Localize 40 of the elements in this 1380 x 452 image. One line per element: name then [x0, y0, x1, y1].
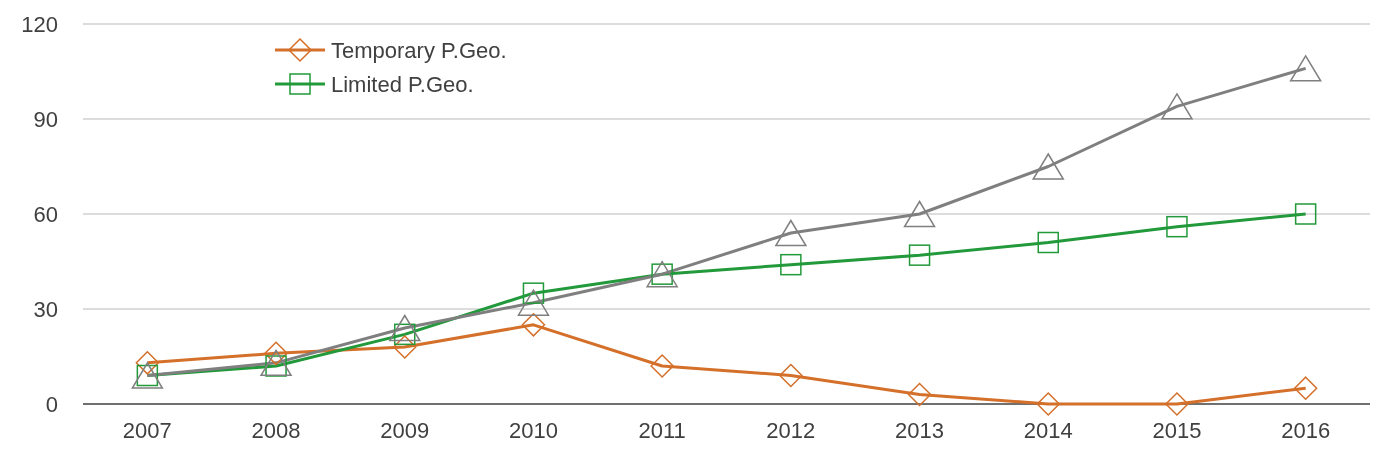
y-tick-label: 60	[33, 201, 58, 227]
point	[1037, 231, 1059, 254]
point	[903, 200, 936, 228]
point	[1293, 376, 1318, 400]
point	[775, 219, 807, 247]
x-tick-label: 2011	[638, 418, 686, 443]
x-tick-label: 2015	[1152, 418, 1202, 443]
legend-label: Temporary P.Geo.	[331, 37, 507, 63]
point	[650, 354, 674, 378]
point	[1294, 203, 1317, 225]
point	[1165, 392, 1189, 416]
x-tick-label: 2016	[1281, 418, 1331, 443]
x-tick-label: 2012	[766, 418, 816, 443]
y-tick-label: 0	[45, 391, 58, 417]
legend-label: Limited P.Geo.	[331, 71, 474, 97]
y-tick-label: 30	[33, 296, 58, 322]
point	[517, 289, 550, 316]
point	[393, 335, 417, 359]
x-tick-label: 2013	[895, 418, 945, 443]
point	[389, 314, 421, 342]
x-tick-label: 2009	[380, 418, 430, 443]
point	[1161, 93, 1193, 120]
point	[260, 349, 292, 377]
x-tick-label: 2014	[1023, 418, 1073, 443]
x-tick-label: 2010	[508, 418, 558, 443]
point	[1036, 392, 1060, 416]
point	[1032, 153, 1064, 180]
point	[521, 313, 546, 337]
x-tick-label: 2008	[251, 418, 301, 443]
point	[646, 260, 678, 288]
point	[780, 253, 802, 276]
point	[1289, 55, 1322, 82]
y-tick-label: 120	[21, 11, 58, 37]
y-tick-label: 90	[33, 106, 58, 132]
point	[907, 382, 932, 407]
x-tick-label: 2007	[122, 418, 172, 443]
point	[131, 362, 164, 389]
point	[908, 244, 931, 266]
point	[779, 363, 803, 388]
point	[1166, 215, 1188, 238]
